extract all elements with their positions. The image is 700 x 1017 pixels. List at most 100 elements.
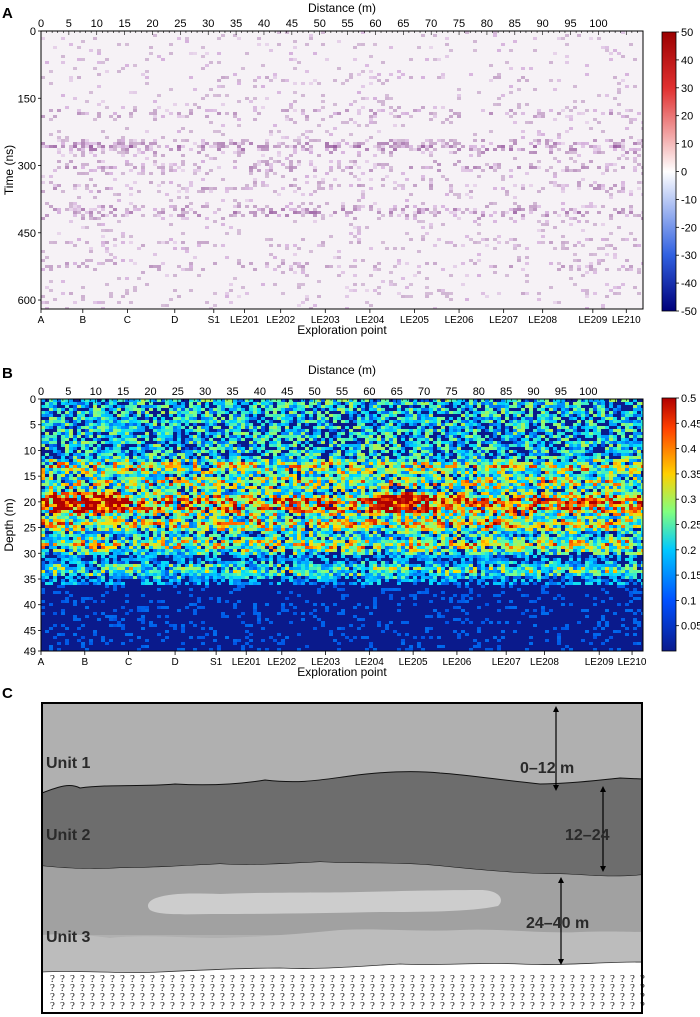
x-tick-label: 20 — [144, 386, 156, 398]
x-tick-label: 100 — [589, 18, 607, 30]
exploration-point-label: LE204 — [355, 315, 384, 326]
exploration-point-label: LE206 — [445, 315, 474, 326]
panel-a-gpr-image — [41, 31, 643, 309]
x-tick-label: 70 — [418, 386, 430, 398]
y-tick-label: 600 — [18, 295, 36, 307]
x-tick-label: 35 — [226, 386, 238, 398]
x-tick-label: 85 — [509, 18, 521, 30]
exploration-point-label: LE210 — [618, 657, 647, 668]
colorbar-tick-label: -10 — [681, 194, 697, 206]
colorbar-tick-label: 10 — [681, 139, 693, 151]
unit-2-layer — [41, 771, 643, 877]
exploration-point-label: LE204 — [355, 657, 384, 668]
panel-letter-c: C — [2, 685, 13, 702]
y-tick-label: 49 — [24, 646, 36, 658]
colorbar-tick-label: 20 — [681, 111, 693, 123]
exploration-point-label: LE208 — [528, 315, 557, 326]
y-tick-label: 45 — [24, 625, 36, 637]
exploration-point-label: B — [79, 315, 86, 326]
panel-a-colorbar — [661, 31, 677, 312]
exploration-point-label: LE207 — [492, 657, 521, 668]
x-tick-label: 95 — [555, 386, 567, 398]
colorbar-tick-label: 0 — [681, 167, 687, 179]
bedrock-question-marks: ????????????????????????????????????????… — [50, 973, 645, 1012]
exploration-point-label: LE209 — [585, 657, 614, 668]
x-tick-label: 30 — [199, 386, 211, 398]
y-tick-label: 25 — [24, 523, 36, 535]
x-tick-label: 100 — [579, 386, 597, 398]
x-tick-label: 90 — [527, 386, 539, 398]
unit-1-thickness-label: 0–12 m — [520, 760, 574, 777]
unit-3-label: Unit 3 — [46, 929, 91, 946]
exploration-point-label: D — [171, 657, 178, 668]
y-tick-label: 5 — [30, 420, 36, 432]
y-tick-label: 0 — [30, 26, 36, 38]
y-tick-label: 150 — [18, 93, 36, 105]
x-tick-label: 55 — [336, 386, 348, 398]
panel-b-exploration-points: A B C D S1 LE201 LE202 LE203 LE204 LE205 LE206 LE20… — [38, 651, 647, 668]
x-tick-label: 75 — [445, 386, 457, 398]
exploration-point-label: LE203 — [311, 315, 340, 326]
x-tick-label: 45 — [281, 386, 293, 398]
panel-b-ylabel: Depth (m) — [2, 498, 16, 551]
colorbar-tick-label: 0.1 — [681, 595, 696, 607]
exploration-point-label: LE207 — [489, 315, 518, 326]
exploration-point-label: S1 — [210, 657, 223, 668]
colorbar-tick-label: 0.4 — [681, 444, 696, 456]
x-tick-label: 65 — [397, 18, 409, 30]
x-tick-label: 90 — [537, 18, 549, 30]
colorbar-tick-label: -20 — [681, 222, 697, 234]
exploration-point-label: LE201 — [232, 657, 261, 668]
panel-a-ylabel: Time (ns) — [2, 145, 16, 195]
x-tick-label: 5 — [65, 386, 71, 398]
colorbar-tick-label: -30 — [681, 250, 697, 262]
panel-b-colorbar-ticks: 0.5 0.45 0.4 0.35 0.3 0.25 0.2 0.15 0.1 0.05 — [676, 393, 700, 633]
x-tick-label: 25 — [174, 18, 186, 30]
bedrock-unknown — [41, 961, 643, 1014]
unit-3-lens — [147, 890, 501, 915]
panel-b-y-ticks: 0 5 10 15 20 25 30 35 40 45 49 — [24, 394, 41, 658]
unit-1-label: Unit 1 — [46, 755, 91, 772]
y-tick-label: 20 — [24, 497, 36, 509]
colorbar-tick-label: 0.25 — [681, 520, 700, 532]
exploration-point-label: B — [81, 657, 88, 668]
y-tick-label: 15 — [24, 471, 36, 483]
x-tick-label: 15 — [117, 386, 129, 398]
exploration-point-label: C — [124, 315, 131, 326]
unit-3-lower-layer — [42, 929, 642, 972]
colorbar-tick-label: 0.5 — [681, 393, 696, 405]
y-tick-label: 40 — [24, 600, 36, 612]
panel-a-y-ticks: 0 150 300 450 600 — [18, 26, 41, 307]
exploration-point-label: A — [38, 657, 45, 668]
panel-a-xlabel: Distance (m) — [308, 1, 376, 15]
panel-c-frame — [41, 702, 643, 1014]
exploration-point-label: LE201 — [230, 315, 259, 326]
y-tick-label: 30 — [24, 548, 36, 560]
exploration-point-label: LE210 — [612, 315, 641, 326]
panel-b-colorbar — [661, 397, 677, 652]
x-tick-label: 0 — [38, 386, 44, 398]
colorbar-tick-label: 0.05 — [681, 621, 700, 633]
x-tick-label: 80 — [481, 18, 493, 30]
colorbar-tick-label: 50 — [681, 27, 693, 39]
exploration-point-label: LE205 — [399, 657, 428, 668]
x-tick-label: 30 — [202, 18, 214, 30]
x-tick-label: 35 — [230, 18, 242, 30]
colorbar-tick-label: -40 — [681, 278, 697, 290]
exploration-point-label: C — [125, 657, 132, 668]
y-tick-label: 300 — [18, 161, 36, 173]
y-tick-label: 35 — [24, 574, 36, 586]
unit-2-label: Unit 2 — [46, 827, 91, 844]
y-tick-label: 0 — [30, 394, 36, 406]
x-tick-label: 60 — [369, 18, 381, 30]
panel-b-ert-image — [41, 399, 643, 651]
exploration-point-label: A — [38, 315, 45, 326]
x-tick-label: 25 — [172, 386, 184, 398]
x-tick-label: 20 — [146, 18, 158, 30]
x-tick-label: 95 — [564, 18, 576, 30]
colorbar-tick-label: 0.45 — [681, 418, 700, 430]
x-tick-label: 15 — [118, 18, 130, 30]
exploration-point-label: LE205 — [400, 315, 429, 326]
colorbar-tick-label: 0.15 — [681, 570, 700, 582]
